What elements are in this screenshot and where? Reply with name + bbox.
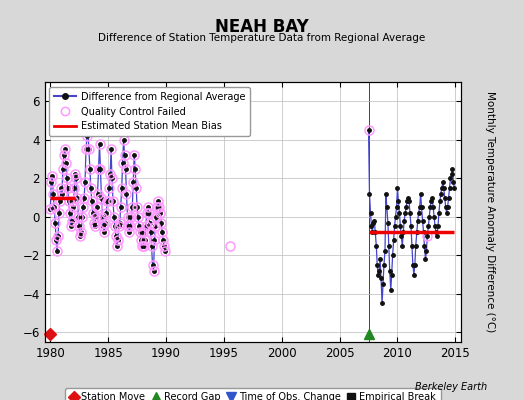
Text: Difference of Station Temperature Data from Regional Average: Difference of Station Temperature Data f… [99, 33, 425, 43]
Y-axis label: Monthly Temperature Anomaly Difference (°C): Monthly Temperature Anomaly Difference (… [485, 91, 495, 333]
Text: NEAH BAY: NEAH BAY [215, 18, 309, 36]
Legend: Station Move, Record Gap, Time of Obs. Change, Empirical Break: Station Move, Record Gap, Time of Obs. C… [65, 388, 441, 400]
Text: Berkeley Earth: Berkeley Earth [415, 382, 487, 392]
